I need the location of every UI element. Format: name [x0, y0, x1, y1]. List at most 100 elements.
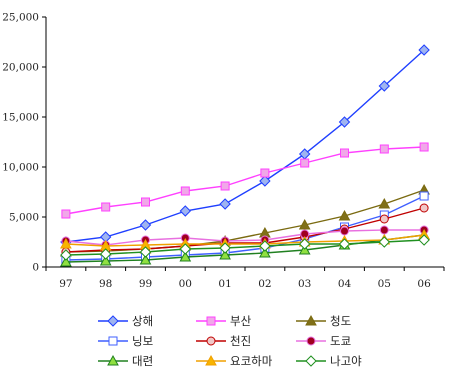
data-point	[60, 255, 72, 267]
series-line	[65, 49, 425, 243]
data-point	[338, 116, 351, 128]
data-point	[61, 209, 71, 219]
data-point	[220, 181, 230, 191]
chart-axes: 0 5,000 10,000 15,000 20,000 25,000 97 98 99 00 01…	[2, 12, 445, 290]
series-9	[60, 234, 430, 261]
data-point	[260, 168, 270, 178]
data-point	[259, 246, 271, 258]
data-point	[179, 250, 192, 262]
legend-item: 청도	[296, 314, 351, 328]
x-tick-label: 06	[417, 278, 431, 290]
data-point	[378, 236, 391, 248]
data-point	[141, 197, 150, 207]
x-tick-label: 03	[298, 278, 311, 290]
legend-label: 나고야	[330, 354, 362, 368]
legend-marker	[305, 314, 317, 326]
data-point	[419, 142, 429, 152]
data-point	[219, 242, 231, 254]
y-tick-label: 15,000	[2, 112, 39, 124]
series-7	[60, 228, 430, 267]
data-point	[379, 144, 389, 154]
series-line	[65, 207, 425, 253]
data-point	[139, 246, 152, 258]
series-line	[65, 239, 425, 256]
series-line	[65, 229, 425, 246]
x-tick-label: 98	[99, 278, 112, 290]
data-point	[300, 158, 310, 168]
y-tick-label: 5,000	[9, 212, 39, 224]
series-line	[65, 195, 425, 261]
data-point	[139, 253, 152, 265]
x-tick-label: 00	[179, 278, 192, 290]
legend-label: 천진	[230, 334, 251, 348]
legend-label: 부산	[230, 314, 252, 328]
data-point	[378, 197, 391, 209]
series-line	[65, 234, 425, 247]
chart-series	[60, 44, 430, 267]
data-point	[378, 80, 391, 92]
legend-marker	[305, 355, 317, 367]
data-point	[219, 198, 231, 210]
x-tick-label: 05	[378, 278, 391, 290]
legend-item: 부산	[196, 314, 252, 328]
legend-item: 닝보	[98, 334, 153, 348]
data-point	[180, 186, 190, 196]
series-1	[60, 44, 430, 248]
data-point	[340, 148, 349, 158]
legend-marker	[107, 315, 119, 327]
data-point	[60, 237, 72, 249]
legend-item: 도쿄	[296, 334, 351, 348]
legend-item: 대련	[98, 354, 153, 368]
data-point	[179, 205, 192, 217]
legend-item: 천진	[196, 334, 251, 348]
data-point	[99, 248, 112, 260]
legend-marker	[306, 336, 316, 346]
legend-marker	[108, 336, 118, 346]
data-point	[419, 191, 429, 201]
data-point	[139, 219, 152, 231]
legend-marker	[205, 354, 217, 366]
data-point	[219, 248, 231, 260]
legend-label: 도쿄	[330, 334, 351, 348]
legend-item: 나고야	[296, 354, 362, 368]
series-line	[65, 146, 425, 215]
y-tick-label: 10,000	[2, 162, 39, 174]
data-point	[338, 209, 351, 221]
x-tick-label: 97	[59, 278, 72, 290]
x-tick-label: 99	[139, 278, 152, 290]
data-point	[60, 249, 72, 261]
data-point	[298, 238, 311, 250]
x-tick-label: 04	[338, 278, 352, 290]
data-point	[259, 175, 271, 187]
legend-label: 상해	[132, 314, 153, 328]
data-point	[418, 44, 430, 56]
legend-label: 대련	[132, 354, 153, 368]
x-tick-label: 01	[218, 278, 231, 290]
legend-item: 상해	[98, 314, 153, 328]
data-point	[99, 254, 112, 266]
legend-marker	[107, 354, 119, 366]
data-point	[101, 202, 111, 212]
data-point	[379, 214, 389, 224]
data-point	[338, 238, 351, 250]
legend-label: 요코하마	[230, 354, 273, 368]
data-point	[298, 218, 311, 230]
legend-marker	[206, 316, 216, 326]
legend-item: 요코하마	[196, 354, 273, 368]
legend-label: 청도	[330, 314, 351, 328]
data-point	[259, 240, 271, 252]
data-point	[418, 234, 430, 246]
x-tick-label: 02	[258, 278, 271, 290]
data-point	[379, 225, 389, 235]
data-point	[419, 203, 429, 213]
legend-marker	[206, 336, 216, 346]
data-point	[179, 243, 192, 255]
legend-label: 닝보	[132, 334, 153, 348]
y-tick-label: 0	[32, 262, 39, 274]
y-tick-label: 25,000	[2, 12, 39, 24]
y-tick-label: 20,000	[2, 62, 39, 74]
data-point	[340, 226, 349, 236]
series-2	[61, 142, 429, 219]
